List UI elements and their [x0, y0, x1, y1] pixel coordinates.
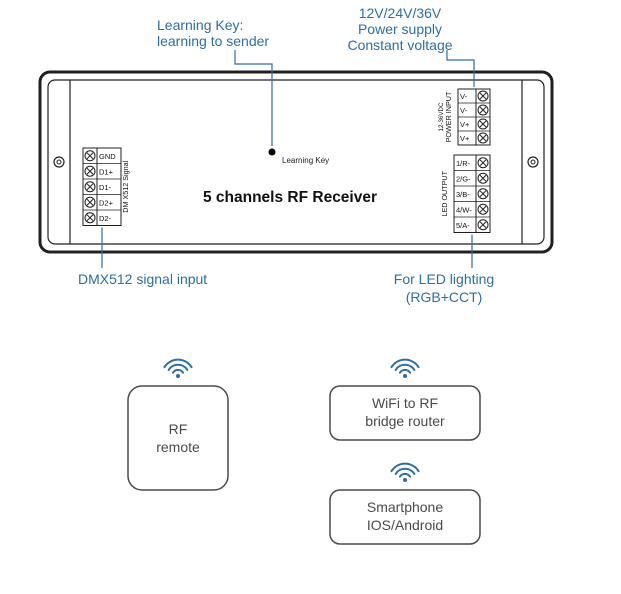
smartphone-label: IOS/Android — [367, 517, 443, 533]
pin-label: D2- — [99, 214, 112, 223]
pin-label: V- — [460, 92, 468, 101]
product-title: 5 channels RF Receiver — [203, 189, 377, 206]
pin-label: 2/G- — [456, 174, 471, 183]
wifi-bridge-label: WiFi to RF — [372, 395, 438, 411]
pin-label: V+ — [460, 134, 470, 143]
learning-key-label: learning to sender — [157, 33, 269, 49]
led-label: (RGB+CCT) — [406, 289, 483, 305]
terminal-screw — [478, 133, 488, 143]
led-label: For LED lighting — [394, 271, 494, 287]
rf-remote-label: remote — [156, 439, 200, 455]
wifi-bridge-label: bridge router — [365, 413, 445, 429]
terminal-screw — [85, 182, 95, 192]
smartphone-label: Smartphone — [367, 499, 443, 515]
pin-label: D2+ — [99, 198, 114, 207]
terminal-screw — [478, 91, 488, 101]
pin-label: D1+ — [99, 167, 114, 176]
pin-label: 4/W- — [456, 205, 472, 214]
rf-remote-box — [128, 386, 228, 490]
pin-label: D1- — [99, 183, 112, 192]
learning-key-label: Learning Key: — [157, 17, 243, 33]
rf-remote-label: RF — [169, 421, 188, 437]
terminal-screw — [85, 151, 95, 161]
wifi-icon — [391, 360, 418, 378]
side-label: POWER INPUT — [444, 91, 453, 142]
power-label: Power supply — [358, 21, 442, 37]
terminal-screw — [85, 166, 95, 176]
side-label: LED OUTPUT — [440, 170, 449, 216]
terminal-screw — [478, 220, 488, 230]
pin-label: 3/B- — [456, 190, 470, 199]
terminal-screw — [478, 189, 488, 199]
terminal-screw — [478, 158, 488, 168]
terminal-screw — [85, 213, 95, 223]
pin-label: V+ — [460, 120, 470, 129]
learning-key-text: Learning Key — [282, 156, 329, 165]
learning-key-dot — [269, 149, 276, 156]
wifi-icon — [164, 360, 191, 378]
power-label: 12V/24V/36V — [359, 5, 442, 21]
side-label: 12-36VDC — [438, 102, 445, 131]
pin-label: V- — [460, 106, 468, 115]
terminal-screw — [478, 204, 488, 214]
terminal-screw — [85, 197, 95, 207]
terminal-screw — [478, 119, 488, 129]
power-label: Constant voltage — [347, 37, 452, 53]
pin-label: GND — [99, 152, 116, 161]
terminal-screw — [478, 105, 488, 115]
power-terminal: V- V- V+ V+ POWER INPUT12-36VDC — [438, 89, 490, 145]
pin-label: 5/A- — [456, 221, 470, 230]
pin-label: 1/R- — [456, 159, 471, 168]
dmx-label: DMX512 signal input — [78, 271, 207, 287]
terminal-screw — [478, 173, 488, 183]
side-label: DM X512 Signal — [121, 160, 130, 212]
wifi-icon — [391, 464, 418, 482]
